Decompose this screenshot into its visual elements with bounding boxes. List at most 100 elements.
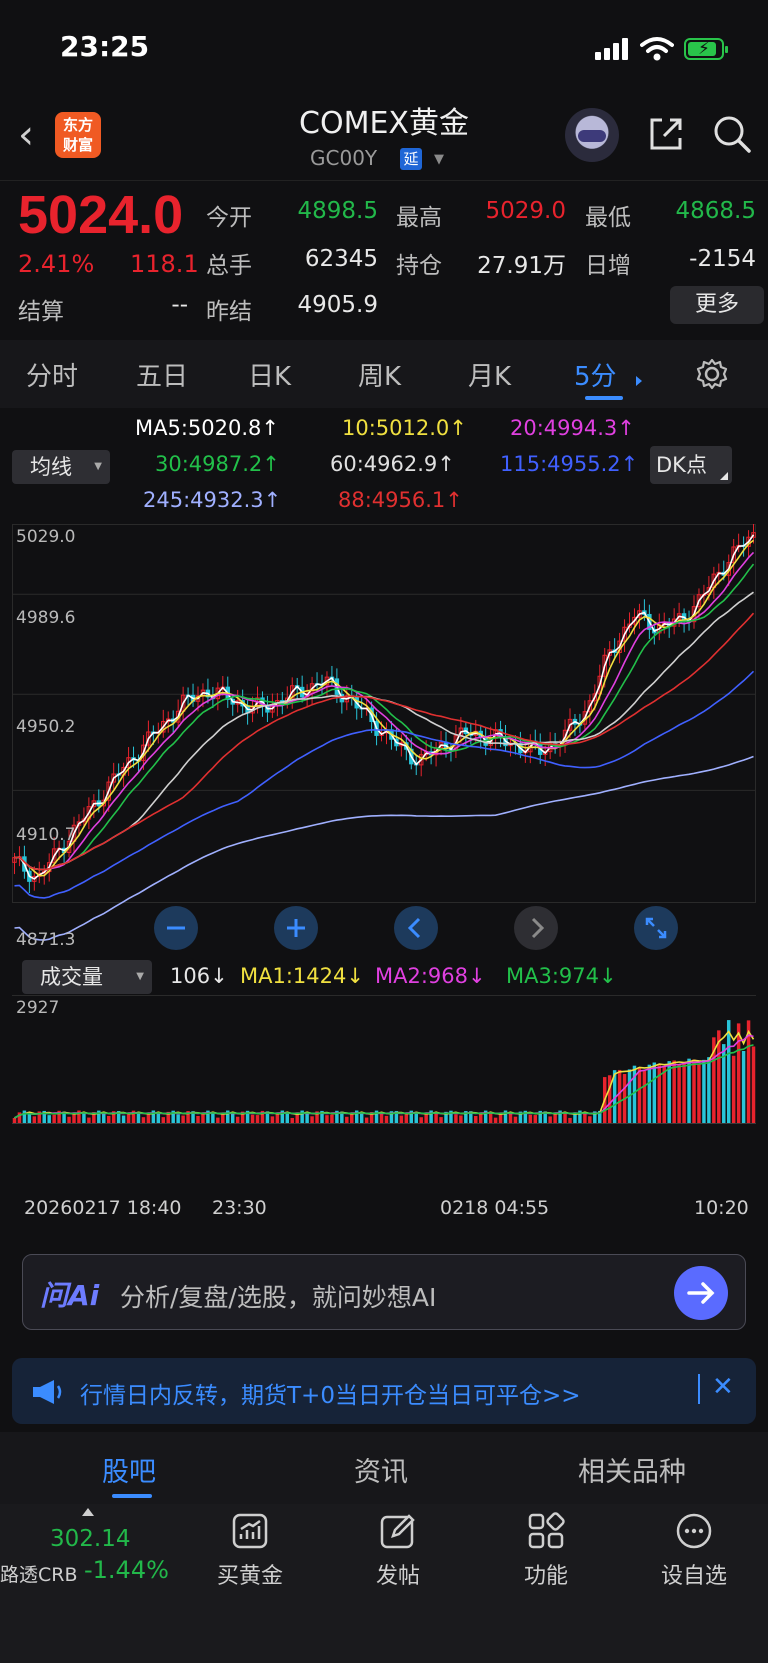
- volume-chart[interactable]: [12, 995, 756, 1185]
- volume-bar: [672, 1060, 676, 1123]
- tab-weekly-k[interactable]: 周K: [358, 362, 402, 392]
- volume-bar: [553, 1113, 557, 1123]
- banner-text[interactable]: 行情日内反转，期货T+0当日开仓当日可平仓>>: [80, 1383, 581, 1409]
- open-label: 今开: [206, 205, 252, 231]
- scroll-left-button[interactable]: [394, 906, 438, 950]
- share-icon[interactable]: [648, 116, 684, 152]
- ticker-expand-icon[interactable]: [82, 1508, 94, 1516]
- volume-bar: [47, 1115, 51, 1123]
- scroll-right-button[interactable]: [514, 906, 558, 950]
- volume-value: 62345: [304, 246, 378, 272]
- ma-line: [14, 539, 754, 877]
- volume-bar: [325, 1115, 329, 1123]
- ma-line: [14, 612, 755, 871]
- volume-bar: [444, 1111, 448, 1123]
- volume-bar: [345, 1116, 349, 1123]
- low-label: 最低: [585, 205, 631, 231]
- tab-news[interactable]: 资讯: [354, 1457, 408, 1488]
- vol-ma2-value: MA2:968↓: [375, 964, 486, 988]
- indicator-selector[interactable]: 均线 ▼: [12, 450, 110, 484]
- volume-value: 106↓: [170, 964, 228, 988]
- volume-bar: [111, 1111, 116, 1123]
- chevron-down-icon[interactable]: ▼: [434, 152, 444, 167]
- volume-bar: [543, 1111, 547, 1123]
- page-title: COMEX黄金: [299, 106, 469, 141]
- price-axis-label: 4950.2: [16, 717, 76, 737]
- active-tab-indicator: [112, 1494, 152, 1498]
- zoom-out-button[interactable]: [154, 906, 198, 950]
- price-axis-label: 4871.3: [16, 930, 76, 950]
- back-button[interactable]: ‹: [18, 112, 34, 158]
- tab-5-minute[interactable]: 5分: [574, 362, 617, 392]
- ticker-value[interactable]: 302.14: [50, 1526, 131, 1552]
- volume-bar: [320, 1110, 324, 1123]
- search-icon[interactable]: [712, 114, 752, 154]
- contract-code[interactable]: GC00Y: [310, 146, 378, 170]
- oi-change-label: 日增: [585, 253, 631, 279]
- volume-bar: [533, 1115, 538, 1123]
- fullscreen-button[interactable]: [634, 906, 678, 950]
- volume-bar: [17, 1112, 22, 1123]
- chart-up-icon: [232, 1513, 268, 1549]
- gear-icon[interactable]: [695, 357, 729, 391]
- tab-daily-k[interactable]: 日K: [248, 362, 292, 392]
- volume-bar: [211, 1112, 215, 1123]
- ma-line: [14, 551, 755, 871]
- ticker-percent[interactable]: -1.44%: [84, 1556, 169, 1584]
- tab-intraday[interactable]: 分时: [26, 362, 79, 392]
- volume-bar: [399, 1115, 404, 1123]
- volume-bar: [260, 1110, 265, 1123]
- chart-frame: [12, 524, 756, 903]
- price-chart[interactable]: [12, 524, 756, 962]
- tab-monthly-k[interactable]: 月K: [468, 362, 512, 392]
- dk-point-button[interactable]: DK点: [650, 446, 732, 484]
- close-icon[interactable]: ✕: [712, 1372, 734, 1402]
- volume-indicator-selector[interactable]: 成交量 ▼: [22, 960, 152, 994]
- volume-bar: [67, 1116, 71, 1123]
- ticker-name[interactable]: 路透CRB: [0, 1564, 78, 1586]
- tab-forum[interactable]: 股吧: [102, 1457, 156, 1488]
- volume-bar: [77, 1110, 81, 1123]
- volume-bar: [295, 1112, 299, 1123]
- ai-search-input[interactable]: [22, 1254, 746, 1330]
- volume-bar: [230, 1113, 235, 1123]
- nav-label: 发帖: [375, 1564, 420, 1589]
- zoom-in-button[interactable]: [274, 906, 318, 950]
- tab-five-day[interactable]: 五日: [136, 362, 189, 392]
- volume-bar: [518, 1111, 523, 1123]
- volume-bar: [642, 1070, 647, 1123]
- ai-submit-button[interactable]: [674, 1266, 728, 1320]
- candle-body: [12, 857, 17, 863]
- volume-bar: [359, 1112, 364, 1123]
- promo-banner[interactable]: [12, 1358, 756, 1424]
- volume-bar: [692, 1059, 696, 1123]
- volume-bar: [493, 1117, 498, 1123]
- volume-bar: [240, 1111, 245, 1123]
- candle-body: [161, 721, 166, 733]
- ai-assistant-icon[interactable]: [565, 108, 619, 162]
- add-watchlist-button[interactable]: 设自选: [644, 1512, 744, 1590]
- ma-line: [14, 591, 754, 871]
- volume-bar: [52, 1114, 56, 1123]
- period-dropdown-icon[interactable]: [636, 376, 642, 386]
- volume-bar: [439, 1117, 443, 1123]
- volume-bar: [563, 1112, 567, 1123]
- buy-gold-button[interactable]: 买黄金: [200, 1512, 300, 1590]
- volume-bar: [736, 1023, 741, 1123]
- functions-button[interactable]: 功能: [496, 1512, 596, 1590]
- tab-related[interactable]: 相关品种: [578, 1457, 686, 1488]
- more-button[interactable]: 更多: [670, 286, 764, 324]
- post-button[interactable]: 发帖: [348, 1512, 448, 1590]
- volume-bar: [92, 1112, 96, 1123]
- volume-bar: [265, 1111, 270, 1123]
- volume-bar: [32, 1116, 37, 1123]
- nav-label: 买黄金: [216, 1564, 283, 1589]
- ma245-value: 245:4932.3↑: [143, 488, 282, 512]
- volume-bar: [652, 1062, 657, 1123]
- volume-bar: [424, 1112, 428, 1123]
- volume-bar: [300, 1110, 304, 1123]
- candle-body: [51, 848, 57, 864]
- volume-bar: [498, 1112, 503, 1123]
- volume-bar: [97, 1110, 101, 1123]
- volume-bar: [459, 1115, 463, 1123]
